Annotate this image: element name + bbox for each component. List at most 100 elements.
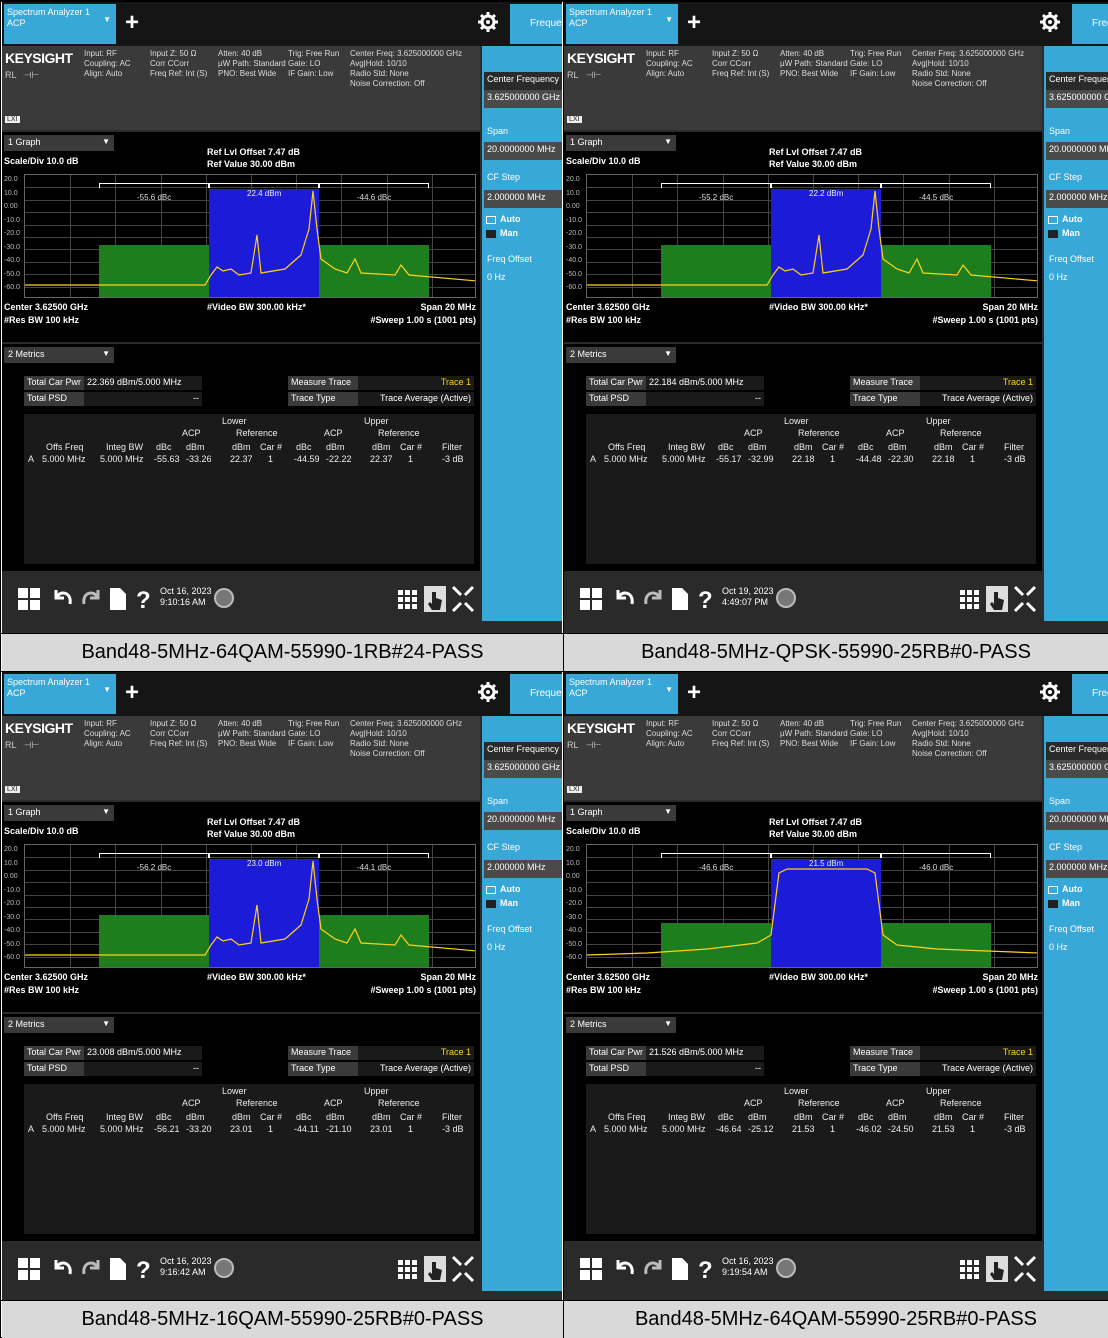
metrics-window[interactable]: 2 Metrics ▼ Total Car Pwr 22.184 dBm/5.00… [564, 344, 1042, 571]
touch-icon[interactable] [984, 1254, 1010, 1284]
measure-trace-value[interactable]: Trace 1 [358, 376, 474, 390]
cf-step-label[interactable]: CF Step [487, 842, 521, 852]
trace-type-value[interactable]: Trace Average (Active) [920, 1062, 1036, 1076]
input-settings[interactable]: Input: RF Coupling: AC Align: Auto [84, 719, 131, 748]
input-settings[interactable]: Input: RF Coupling: AC Align: Auto [646, 49, 693, 78]
center-frequency-value[interactable]: 3.625000000 GHz [484, 90, 562, 108]
frequency-menu-tab[interactable]: Frequer [510, 4, 562, 44]
graph-window[interactable]: 1 Graph ▼ Scale/Div 10.0 dB Ref Lvl Offse… [2, 132, 480, 342]
app-tab[interactable]: Spectrum Analyzer 1 ACP ▼ [566, 674, 678, 714]
fullscreen-icon[interactable] [450, 584, 476, 614]
span-label[interactable]: Span [487, 796, 509, 806]
gear-icon[interactable] [478, 682, 498, 702]
add-screen-button[interactable]: + [686, 9, 701, 36]
cf-step-value[interactable]: 2.000000 MHz [1046, 190, 1108, 208]
spectrum-plot[interactable]: 23.0 dBm -56.2 dBc -44.1 dBc [24, 844, 476, 968]
cf-step-value[interactable]: 2.000000 MHz [484, 860, 562, 878]
chevron-down-icon[interactable]: ▼ [664, 1019, 672, 1028]
freq-offset-value[interactable]: 0 Hz [1049, 272, 1068, 282]
fullscreen-icon[interactable] [1012, 584, 1038, 614]
file-icon[interactable] [104, 1256, 130, 1282]
span-label[interactable]: Span [487, 126, 509, 136]
freq-offset-label[interactable]: Freq Offset [487, 254, 532, 264]
windows-start-icon[interactable] [578, 1256, 604, 1282]
trace-type-value[interactable]: Trace Average (Active) [358, 1062, 474, 1076]
chevron-down-icon[interactable]: ▼ [664, 807, 672, 816]
fullscreen-icon[interactable] [1012, 1254, 1038, 1284]
chevron-down-icon[interactable]: ▼ [102, 807, 110, 816]
chevron-down-icon[interactable]: ▼ [664, 137, 672, 146]
impedance-settings[interactable]: Input Z: 50 Ω Corr CCorr Freq Ref: Int (S) [712, 719, 770, 748]
cf-step-man-option[interactable]: Man [486, 898, 518, 908]
graph-tab[interactable]: 1 Graph ▼ [4, 805, 114, 821]
center-frequency-label[interactable]: Center Frequency [1046, 742, 1108, 760]
redo-icon[interactable] [78, 1256, 104, 1282]
trigger-settings[interactable]: Trig: Free Run Gate: LO IF Gain: Low [288, 719, 340, 748]
help-icon[interactable]: ? [692, 586, 718, 612]
gear-icon[interactable] [478, 12, 498, 32]
add-screen-button[interactable]: + [124, 679, 139, 706]
redo-icon[interactable] [78, 586, 104, 612]
trace-type-value[interactable]: Trace Average (Active) [920, 392, 1036, 406]
touch-icon[interactable] [422, 584, 448, 614]
file-icon[interactable] [666, 1256, 692, 1282]
message-icon[interactable] [776, 1258, 796, 1278]
chevron-down-icon[interactable]: ▼ [664, 349, 672, 358]
frequency-settings[interactable]: Center Freq: 3.625000000 GHz Avg|Hold: 10… [350, 719, 463, 758]
impedance-settings[interactable]: Input Z: 50 Ω Corr CCorr Freq Ref: Int (S) [150, 49, 208, 78]
touch-icon[interactable] [984, 584, 1010, 614]
input-settings[interactable]: Input: RF Coupling: AC Align: Auto [646, 719, 693, 748]
cf-step-man-option[interactable]: Man [486, 228, 518, 238]
center-frequency-label[interactable]: Center Frequency [484, 72, 562, 90]
attenuation-settings[interactable]: Atten: 40 dB µW Path: Standard PNO: Best W… [218, 719, 286, 748]
freq-offset-label[interactable]: Freq Offset [487, 924, 532, 934]
undo-icon[interactable] [50, 1256, 76, 1282]
freq-offset-label[interactable]: Freq Offset [1049, 924, 1094, 934]
center-frequency-label[interactable]: Center Frequency [1046, 72, 1108, 90]
freq-offset-value[interactable]: 0 Hz [487, 942, 506, 952]
metrics-window[interactable]: 2 Metrics ▼ Total Car Pwr 22.369 dBm/5.00… [2, 344, 480, 571]
center-frequency-value[interactable]: 3.625000000 GHz [1046, 90, 1108, 108]
chevron-down-icon[interactable]: ▼ [102, 349, 110, 358]
add-screen-button[interactable]: + [124, 9, 139, 36]
metrics-tab[interactable]: 2 Metrics ▼ [4, 347, 114, 363]
graph-tab[interactable]: 1 Graph ▼ [566, 805, 676, 821]
windows-start-icon[interactable] [578, 586, 604, 612]
message-icon[interactable] [214, 1258, 234, 1278]
cf-step-auto-option[interactable]: Auto [1048, 884, 1083, 894]
keypad-icon[interactable] [956, 1254, 982, 1284]
graph-window[interactable]: 1 Graph ▼ Scale/Div 10.0 dB Ref Lvl Offse… [564, 132, 1042, 342]
attenuation-settings[interactable]: Atten: 40 dB µW Path: Standard PNO: Best W… [780, 719, 848, 748]
cf-step-auto-option[interactable]: Auto [1048, 214, 1083, 224]
metrics-window[interactable]: 2 Metrics ▼ Total Car Pwr 21.526 dBm/5.00… [564, 1014, 1042, 1241]
add-screen-button[interactable]: + [686, 679, 701, 706]
impedance-settings[interactable]: Input Z: 50 Ω Corr CCorr Freq Ref: Int (S) [150, 719, 208, 748]
frequency-menu-tab[interactable]: Frequer [510, 674, 562, 714]
help-icon[interactable]: ? [130, 586, 156, 612]
help-icon[interactable]: ? [692, 1256, 718, 1282]
spectrum-plot[interactable]: 22.2 dBm -55.2 dBc -44.5 dBc [586, 174, 1038, 298]
measure-trace-value[interactable]: Trace 1 [358, 1046, 474, 1060]
metrics-window[interactable]: 2 Metrics ▼ Total Car Pwr 23.008 dBm/5.00… [2, 1014, 480, 1241]
cf-step-auto-option[interactable]: Auto [486, 884, 521, 894]
undo-icon[interactable] [612, 586, 638, 612]
trace-type-value[interactable]: Trace Average (Active) [358, 392, 474, 406]
redo-icon[interactable] [640, 1256, 666, 1282]
frequency-menu-tab[interactable]: Frequ [1072, 4, 1108, 44]
cf-step-label[interactable]: CF Step [487, 172, 521, 182]
graph-tab[interactable]: 1 Graph ▼ [566, 135, 676, 151]
keypad-icon[interactable] [394, 584, 420, 614]
chevron-down-icon[interactable]: ▼ [102, 1019, 110, 1028]
app-tab[interactable]: Spectrum Analyzer 1 ACP ▼ [4, 674, 116, 714]
graph-window[interactable]: 1 Graph ▼ Scale/Div 10.0 dB Ref Lvl Offse… [2, 802, 480, 1012]
keypad-icon[interactable] [394, 1254, 420, 1284]
cf-step-label[interactable]: CF Step [1049, 842, 1083, 852]
center-frequency-value[interactable]: 3.625000000 GHz [484, 760, 562, 778]
center-frequency-label[interactable]: Center Frequency [484, 742, 562, 760]
app-tab[interactable]: Spectrum Analyzer 1 ACP ▼ [4, 4, 116, 44]
span-value[interactable]: 20.0000000 MHz [1046, 812, 1108, 830]
measure-trace-value[interactable]: Trace 1 [920, 1046, 1036, 1060]
attenuation-settings[interactable]: Atten: 40 dB µW Path: Standard PNO: Best W… [780, 49, 848, 78]
spectrum-plot[interactable]: 21.5 dBm -46.6 dBc -46.0 dBc [586, 844, 1038, 968]
chevron-down-icon[interactable]: ▼ [103, 685, 111, 694]
